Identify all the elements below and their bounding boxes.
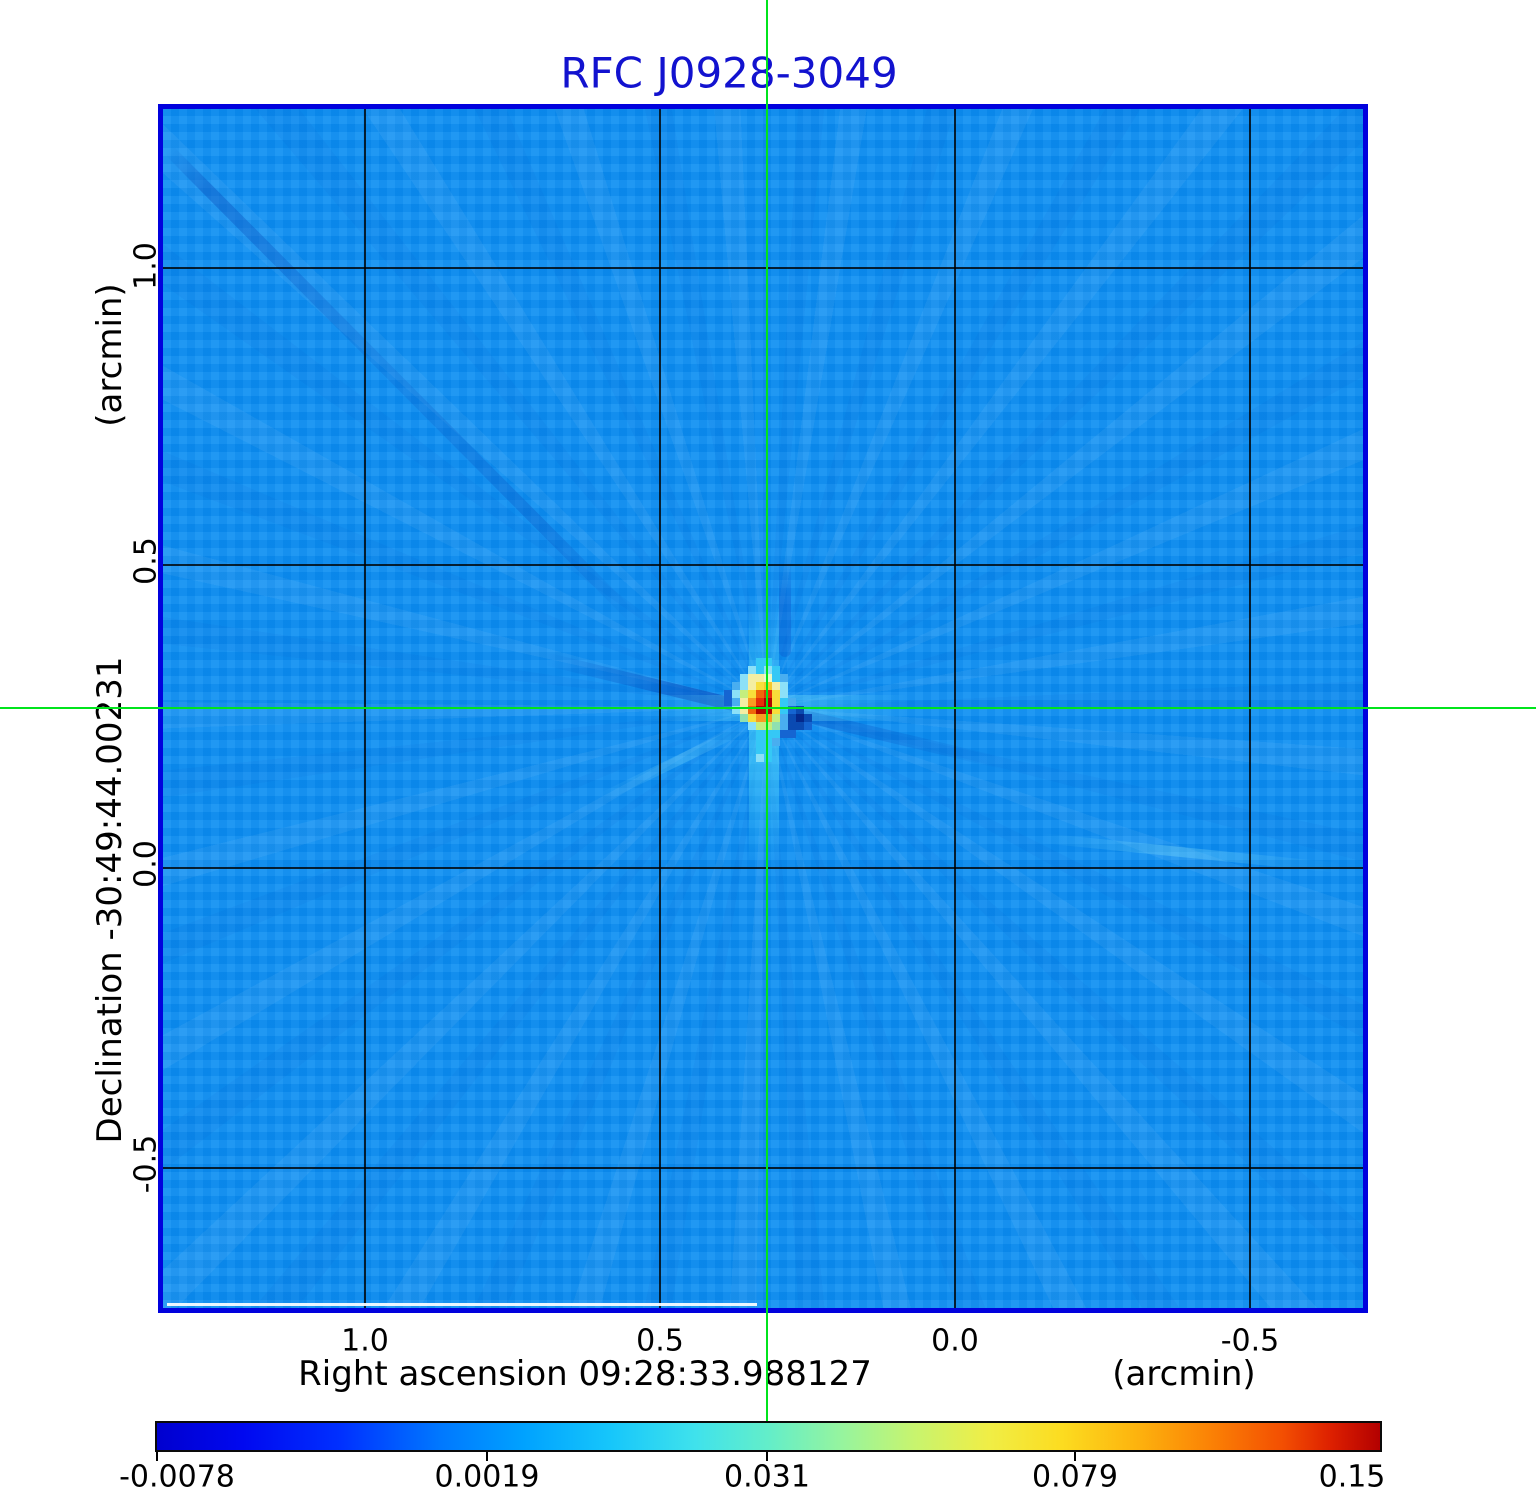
source-peak-sprite xyxy=(724,658,812,762)
colorbar-tick-2 xyxy=(766,1452,768,1461)
x-tick-0.0: 0.0 xyxy=(931,1323,979,1359)
grid-line-dec--0.5 xyxy=(163,1167,1363,1169)
crosshair-horizontal-line xyxy=(0,707,1536,709)
x-tick-0.5: 0.5 xyxy=(636,1323,684,1359)
colorbar-tick-0 xyxy=(156,1452,158,1461)
colorbar-label-2: 0.031 xyxy=(724,1459,810,1495)
grid-line-dec-0.0 xyxy=(163,867,1363,869)
colorbar-label-4: 0.15 xyxy=(1318,1459,1386,1495)
x-axis-unit-label: (arcmin) xyxy=(1112,1354,1256,1394)
sidelobe-dark-strip-above-core xyxy=(779,557,791,657)
y-tick-1.0: 1.0 xyxy=(128,242,164,290)
colorbar-label-0: -0.0078 xyxy=(119,1459,235,1495)
y-axis-unit-label: (arcmin) xyxy=(90,283,130,427)
crosshair-vertical-line xyxy=(766,0,768,1421)
colorbar-tick-3 xyxy=(1074,1452,1076,1461)
colorbar-label-1: 0.0019 xyxy=(434,1459,540,1495)
grid-line-dec-0.5 xyxy=(163,564,1363,566)
colorbar-label-3: 0.079 xyxy=(1032,1459,1118,1495)
y-axis-label: Declination -30:49:44.00231 xyxy=(90,656,130,1144)
y-tick-0.0: 0.0 xyxy=(128,840,164,888)
grid-line-dec-1.0 xyxy=(163,267,1363,269)
y-tick--0.5: -0.5 xyxy=(128,1134,164,1194)
x-tick-1.0: 1.0 xyxy=(341,1323,389,1359)
x-tick--0.5: -0.5 xyxy=(1220,1323,1280,1359)
map-edge-gap xyxy=(167,1303,757,1306)
colorbar-tick-1 xyxy=(486,1452,488,1461)
x-axis-label: Right ascension 09:28:33.988127 xyxy=(298,1354,872,1394)
colorbar-gradient xyxy=(155,1421,1382,1452)
y-tick-0.5: 0.5 xyxy=(128,537,164,585)
plot-title: RFC J0928-3049 xyxy=(560,48,898,98)
